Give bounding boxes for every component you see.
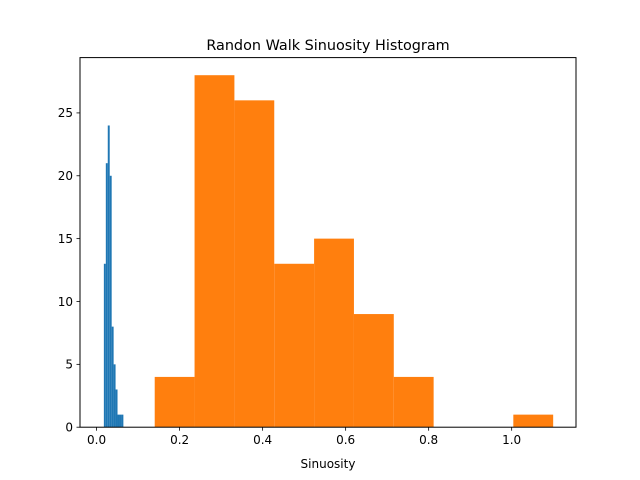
y-tick-label: 15 — [58, 232, 73, 246]
histogram-bar-series-2-bin-5 — [314, 238, 354, 428]
histogram-bar-series-1-bin-2 — [105, 163, 108, 428]
x-axis-ticks: 0.0 0.2 0.4 0.6 0.8 1.0 — [87, 427, 521, 447]
histogram-bar-series-2-bin-3 — [234, 100, 275, 428]
histogram-bar-series-1-bin-10 — [121, 414, 124, 428]
x-tick-label: 1.0 — [502, 433, 521, 447]
x-tick-label: 0.4 — [253, 433, 272, 447]
histogram-bar-series-1-bin-7 — [115, 389, 118, 428]
x-tick-label: 0.8 — [419, 433, 438, 447]
y-axis-ticks: 0 5 10 15 20 25 — [58, 106, 80, 435]
histogram-bar-series-1-bin-3 — [107, 125, 110, 428]
histogram-bar-series-1-bin-4 — [109, 175, 112, 428]
bars-layer — [103, 75, 554, 428]
y-tick-label: 10 — [58, 295, 73, 309]
histogram-bar-series-2-bin-7 — [393, 376, 434, 428]
histogram-bar-series-1-bin-9 — [119, 414, 122, 428]
y-tick-label: 20 — [58, 169, 73, 183]
histogram-bar-series-2-bin-2 — [194, 75, 235, 428]
y-tick-label: 5 — [65, 358, 73, 372]
histogram-bar-series-2-bin-10 — [513, 414, 554, 428]
histogram-bar-series-1-bin-1 — [103, 263, 106, 428]
histogram-bar-series-2-bin-6 — [353, 314, 394, 428]
histogram-bar-series-2-bin-4 — [274, 263, 315, 428]
y-tick-label: 25 — [58, 106, 73, 120]
histogram-bar-series-1-bin-8 — [117, 414, 120, 428]
x-tick-label: 0.6 — [336, 433, 355, 447]
histogram-bar-series-1-bin-6 — [113, 364, 116, 428]
x-tick-label: 0.0 — [87, 433, 106, 447]
y-tick-label: 0 — [65, 421, 73, 435]
x-tick-label: 0.2 — [170, 433, 189, 447]
plot-frame — [79, 57, 577, 428]
histogram-bar-series-2-bin-1 — [154, 376, 195, 428]
x-axis-label: Sinuosity — [301, 457, 356, 471]
histogram-bar-series-1-bin-5 — [111, 326, 114, 428]
chart-title: Randon Walk Sinuosity Histogram — [206, 38, 449, 54]
